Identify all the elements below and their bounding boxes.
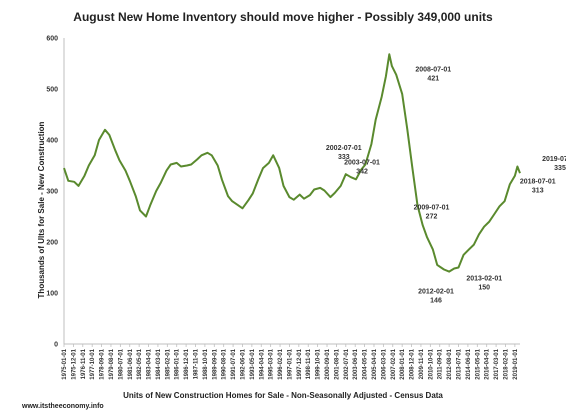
x-tick-label: 1975-12-01 [71,348,77,379]
y-tick-label: 400 [46,138,58,145]
x-tick-label: 2006-03-01 [381,348,387,379]
y-tick-label: 600 [46,36,58,43]
x-tick-label: 2007-02-01 [391,348,397,379]
annotation-date: 2009-07-01 [414,204,450,211]
y-tick-label: 0 [54,342,58,349]
x-tick-label: 2012-08-01 [447,348,453,379]
x-tick-label: 1987-11-01 [194,348,200,379]
y-axis-label: Thousands of Ults for Sale - New Constru… [37,121,46,298]
x-tick-label: 1997-12-01 [297,348,303,379]
annotation-date: 2002-07-01 [326,145,362,152]
x-tick-label: 1982-05-01 [137,348,143,379]
y-tick-label: 500 [46,87,58,94]
x-tick-label: 1993-05-01 [250,348,256,379]
x-tick-label: 1992-06-01 [240,348,246,379]
annotation-value: 146 [430,298,442,305]
x-tick-label: 1998-11-01 [306,348,312,379]
x-tick-label: 2016-04-01 [485,348,491,379]
x-axis-label: Units of New Construction Homes for Sale… [123,391,443,400]
y-tick-label: 300 [46,189,58,196]
x-tick-label: 1975-01-01 [62,348,68,379]
x-tick-label: 2008-01-01 [400,348,406,379]
annotation-date: 2003-07-01 [344,159,380,166]
x-tick-label: 1981-06-01 [128,348,134,379]
annotation-value: 342 [356,168,368,175]
annotation-date: 2019-07-01 [542,156,566,163]
x-tick-label: 1995-03-01 [269,348,275,379]
x-tick-label: 2015-05-01 [475,348,481,379]
x-tick-label: 2002-07-01 [344,348,350,379]
y-tick-label: 200 [46,240,58,247]
annotation-date: 2008-07-01 [415,66,451,73]
annotation-value: 421 [427,75,439,82]
x-tick-label: 2003-06-01 [353,348,359,379]
x-tick-label: 2009-11-01 [419,348,425,379]
x-tick-labels: 1975-01-01 1975-12-01 1976-11-01 1977-10-01… [62,344,519,380]
x-tick-label: 2014-06-01 [466,348,472,379]
x-tick-label: 1989-09-01 [212,348,218,379]
x-tick-label: 1986-01-01 [175,348,181,379]
series-group [63,53,521,273]
x-tick-label: 1991-07-01 [231,348,237,379]
annotation-value: 150 [478,285,490,292]
x-tick-label: 2000-09-01 [325,348,331,379]
annotation-value: 272 [426,213,438,220]
x-tick-label: 1996-02-01 [278,348,284,379]
annotation-value: 335 [554,165,566,172]
x-tick-label: 1980-07-01 [118,348,124,379]
annotation-value: 313 [532,187,544,194]
x-tick-label: 1997-01-01 [287,348,293,379]
y-tick-labels: 0 100 200 300 400 500 600 [46,36,58,349]
x-tick-label: 1976-11-01 [81,348,87,379]
x-tick-label: 2013-07-01 [457,348,463,379]
x-tick-label: 2004-05-01 [363,348,369,379]
x-tick-label: 1985-02-01 [165,348,171,379]
x-tick-label: 1988-10-01 [203,348,209,379]
chart-title: August New Home Inventory should move hi… [73,10,493,24]
x-tick-label: 1977-10-01 [90,348,96,379]
x-tick-label: 2001-08-01 [334,348,340,379]
x-tick-label: 2008-12-01 [410,348,416,379]
x-tick-label: 1990-08-01 [222,348,228,379]
x-tick-label: 1983-04-01 [147,348,153,379]
y-tick-label: 100 [46,291,58,298]
x-tick-label: 2019-01-01 [513,348,519,379]
x-tick-label: 1994-04-01 [259,348,265,379]
annotation-date: 2012-02-01 [418,289,454,296]
x-tick-label: 1999-10-01 [316,348,322,379]
x-tick-label: 1978-09-01 [100,348,106,379]
x-tick-label: 2011-09-01 [438,348,444,379]
x-tick-label: 2005-04-01 [372,348,378,379]
x-tick-label: 1979-08-01 [109,348,115,379]
x-tick-label: 1984-03-01 [156,348,162,379]
source-footer: www.itstheeconomy.info [21,403,104,410]
annotation-date: 2018-07-01 [520,178,556,185]
x-tick-label: 1986-12-01 [184,348,190,379]
annotation-value: 333 [338,154,350,161]
x-tick-label: 2017-03-01 [494,348,500,379]
series-line [63,53,521,273]
annotation-date: 2013-02-01 [466,276,502,283]
x-tick-label: 2018-02-01 [503,348,509,379]
x-tick-label: 2010-10-01 [428,348,434,379]
